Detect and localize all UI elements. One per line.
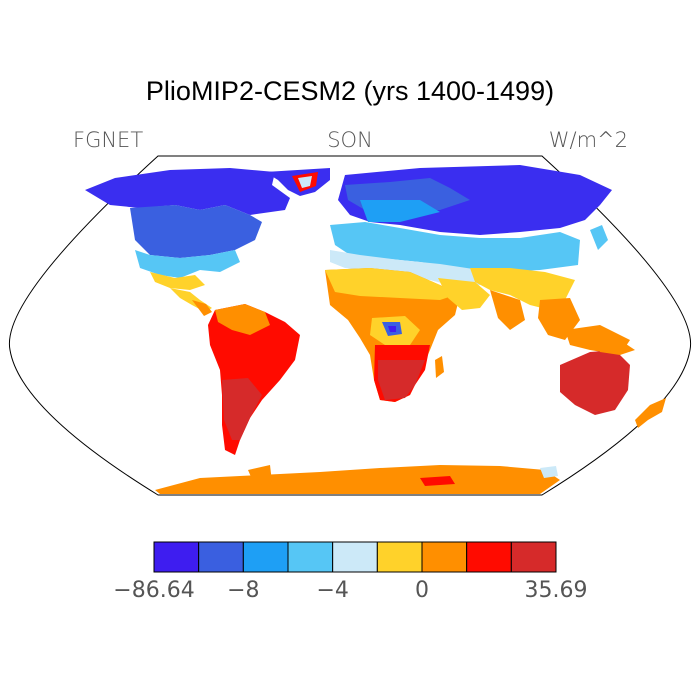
- colorbar: [153, 541, 557, 573]
- colorbar-swatch: [421, 541, 468, 573]
- colorbar-tick-label: 35.69: [524, 578, 588, 603]
- colorbar-tick-label: −4: [316, 578, 349, 603]
- colorbar-swatch: [287, 541, 334, 573]
- north-america: [85, 168, 330, 316]
- colorbar-swatch: [510, 541, 557, 573]
- colorbar-swatch: [332, 541, 378, 573]
- colorbar-swatch: [376, 541, 423, 573]
- units-label: W/m^2: [548, 128, 628, 152]
- colorbar-swatch: [466, 541, 512, 573]
- south-america: [208, 304, 300, 455]
- colorbar-tick-label: −8: [227, 578, 260, 603]
- colorbar-swatch: [153, 541, 200, 573]
- season-label: SON: [327, 128, 373, 152]
- colorbar-tick-label: −86.64: [113, 578, 195, 603]
- colorbar-swatch: [198, 541, 244, 573]
- colorbar-tick-label: 0: [415, 578, 429, 603]
- variable-label: FGNET: [73, 128, 144, 152]
- colorbar-swatch: [242, 541, 289, 573]
- australia: [560, 340, 666, 428]
- map-title: PlioMIP2-CESM2 (yrs 1400-1499): [145, 76, 555, 106]
- antarctica: [155, 465, 560, 494]
- africa: [325, 268, 490, 402]
- eurasia: [330, 165, 630, 355]
